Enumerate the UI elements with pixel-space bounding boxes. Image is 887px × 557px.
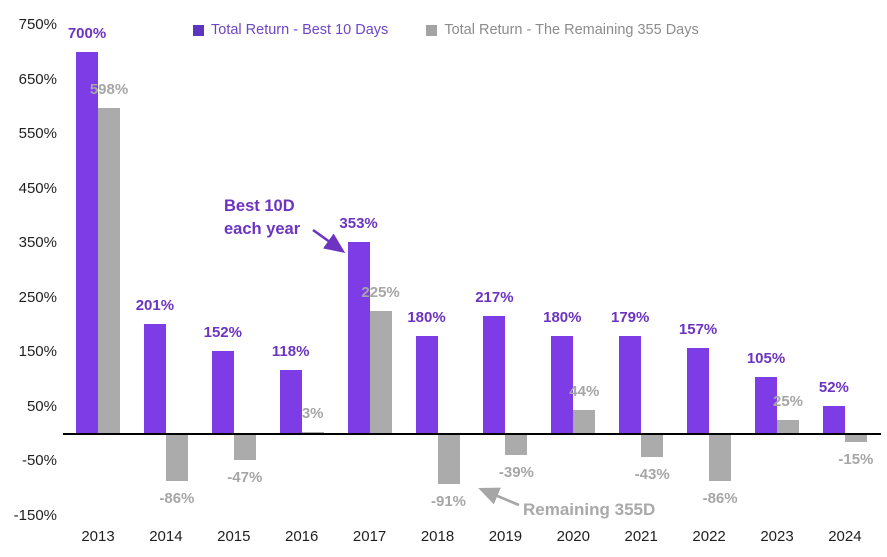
x-axis-label-2022: 2022 — [692, 528, 726, 545]
legend-marker-best-10-days — [193, 24, 204, 36]
value-label-best10-2019: 217% — [475, 289, 514, 306]
x-axis-label-2014: 2014 — [149, 528, 183, 545]
value-label-remaining355-2016: 3% — [301, 405, 324, 422]
remaining-355d-arrow — [478, 487, 520, 507]
legend-item-remaining-355-days: Total Return - The Remaining 355 Days — [426, 22, 699, 38]
y-axis-tick-350: 350% — [18, 234, 57, 252]
y-axis-tick-650: 650% — [18, 70, 57, 88]
x-axis-label-2013: 2013 — [81, 528, 115, 545]
bar-remaining355-2019 — [505, 434, 528, 455]
y-axis-tick-150: 150% — [18, 343, 57, 361]
value-label-remaining355-2024: -15% — [838, 451, 874, 468]
x-axis-label-2019: 2019 — [488, 528, 523, 545]
bar-best10-2015 — [211, 351, 234, 434]
bar-best10-2018 — [415, 336, 438, 434]
chart-legend: Total Return - Best 10 Days Total Return… — [193, 22, 699, 38]
x-axis-label-2017: 2017 — [352, 528, 387, 545]
value-label-remaining355-2014: -86% — [159, 490, 195, 507]
bar-remaining355-2014 — [165, 434, 188, 481]
annotation-best-10d: Best 10D each year — [224, 195, 300, 241]
x-axis-label-2016: 2016 — [285, 528, 319, 545]
bar-remaining355-2021 — [641, 434, 664, 457]
bar-best10-2014 — [143, 324, 166, 434]
annotation-best-10d-line1: Best 10D — [224, 197, 295, 215]
x-axis-label-2023: 2023 — [760, 528, 794, 545]
value-label-best10-2018: 180% — [407, 309, 446, 326]
x-axis-label-2024: 2024 — [828, 528, 862, 545]
value-label-best10-2013: 700% — [67, 25, 107, 42]
value-label-remaining355-2018: -91% — [430, 493, 467, 510]
value-label-remaining355-2013: 598% — [89, 81, 129, 98]
value-label-best10-2014: 201% — [135, 297, 175, 314]
legend-label-remaining-355-days: Total Return - The Remaining 355 Days — [444, 22, 699, 38]
bar-remaining355-2023 — [777, 420, 799, 434]
legend-marker-remaining-355-days — [426, 24, 438, 36]
y-axis-tick-250: 250% — [18, 288, 57, 306]
y-axis-tick--150: -150% — [13, 506, 57, 524]
bar-remaining355-2015 — [233, 434, 256, 460]
value-label-best10-2015: 152% — [203, 324, 242, 341]
value-label-best10-2020: 180% — [543, 309, 582, 326]
bar-remaining355-2017 — [369, 311, 392, 434]
bar-best10-2019 — [483, 316, 506, 434]
legend-item-best-10-days: Total Return - Best 10 Days — [193, 22, 388, 38]
x-axis-line — [63, 433, 881, 435]
bar-remaining355-2022 — [709, 434, 732, 481]
value-label-remaining355-2023: 25% — [772, 393, 804, 410]
y-axis-tick-550: 550% — [18, 125, 57, 143]
bar-best10-2016 — [279, 370, 302, 434]
bar-best10-2020 — [551, 336, 574, 434]
bar-best10-2013 — [76, 52, 98, 434]
x-axis-label-2015: 2015 — [217, 528, 251, 545]
value-label-best10-2023: 105% — [746, 350, 786, 367]
value-label-best10-2017: 353% — [339, 215, 378, 232]
bar-best10-2017 — [347, 242, 370, 434]
bar-remaining355-2024 — [844, 434, 867, 442]
bar-remaining355-2018 — [437, 434, 460, 484]
bar-remaining355-2013 — [98, 108, 120, 434]
value-label-best10-2024: 52% — [818, 379, 849, 396]
bar-best10-2024 — [822, 406, 845, 434]
value-label-remaining355-2017: 225% — [361, 284, 400, 301]
bar-remaining355-2020 — [573, 410, 596, 434]
value-label-remaining355-2022: -86% — [702, 490, 738, 507]
x-axis-label-2018: 2018 — [420, 528, 455, 545]
value-label-best10-2021: 179% — [611, 309, 650, 326]
y-axis-tick--50: -50% — [21, 452, 57, 470]
y-axis-tick-450: 450% — [18, 179, 57, 197]
value-label-remaining355-2015: -47% — [227, 469, 263, 486]
annotation-best-10d-line2: each year — [224, 220, 301, 238]
value-label-remaining355-2019: -39% — [498, 464, 534, 481]
value-label-best10-2016: 118% — [271, 343, 310, 360]
legend-label-best-10-days: Total Return - Best 10 Days — [211, 22, 389, 38]
y-axis-tick-50: 50% — [26, 397, 57, 415]
bar-best10-2023 — [755, 377, 777, 434]
best-10d-arrow — [312, 228, 346, 254]
value-label-remaining355-2021: -43% — [634, 466, 670, 483]
value-label-best10-2022: 157% — [678, 321, 718, 338]
bar-best10-2022 — [687, 348, 710, 434]
value-label-remaining355-2020: 44% — [569, 383, 600, 400]
x-axis-label-2020: 2020 — [556, 528, 590, 545]
x-axis-label-2021: 2021 — [624, 528, 658, 545]
annotation-remaining-355d: Remaining 355D — [523, 500, 656, 519]
bar-best10-2021 — [619, 336, 642, 434]
y-axis-tick-750: 750% — [18, 16, 57, 34]
